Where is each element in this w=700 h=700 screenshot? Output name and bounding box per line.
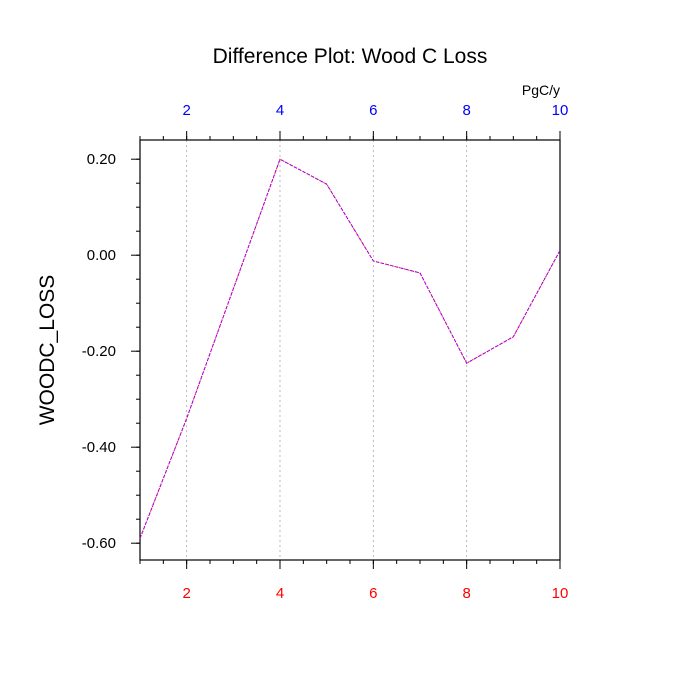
x-tick-label-top: 8 xyxy=(462,102,470,119)
series-line xyxy=(139,158,561,539)
tick-layer xyxy=(131,131,561,569)
x-tick-label-bottom: 6 xyxy=(369,585,377,602)
y-tick-label: 0.20 xyxy=(87,151,116,168)
grid-layer xyxy=(186,140,468,560)
x-tick-label-top: 6 xyxy=(369,102,377,119)
x-tick-label-top: 4 xyxy=(276,102,284,119)
y-tick-label: -0.40 xyxy=(82,439,116,456)
label-layer: 0.20 0.00 -0.20 -0.40 -0.60 2 4 6 8 10 2 4 6 8 10 xyxy=(82,102,569,602)
units-label: PgC/y xyxy=(522,82,560,98)
series-layer xyxy=(139,158,561,539)
plot-frame xyxy=(139,139,561,561)
x-tick-label-bottom: 2 xyxy=(182,585,190,602)
y-axis-label: WOODC_LOSS xyxy=(36,275,59,426)
x-tick-label-bottom: 8 xyxy=(462,585,470,602)
x-tick-label-top: 2 xyxy=(182,102,190,119)
chart-title: Difference Plot: Wood C Loss xyxy=(213,45,488,68)
x-tick-label-bottom: 4 xyxy=(276,585,284,602)
y-tick-label: -0.60 xyxy=(82,535,116,552)
x-tick-label-top: 10 xyxy=(552,102,569,119)
series-line-underlay xyxy=(139,158,561,539)
x-tick-label-bottom: 10 xyxy=(552,585,569,602)
y-tick-label: -0.20 xyxy=(82,343,116,360)
y-tick-label: 0.00 xyxy=(87,247,116,264)
